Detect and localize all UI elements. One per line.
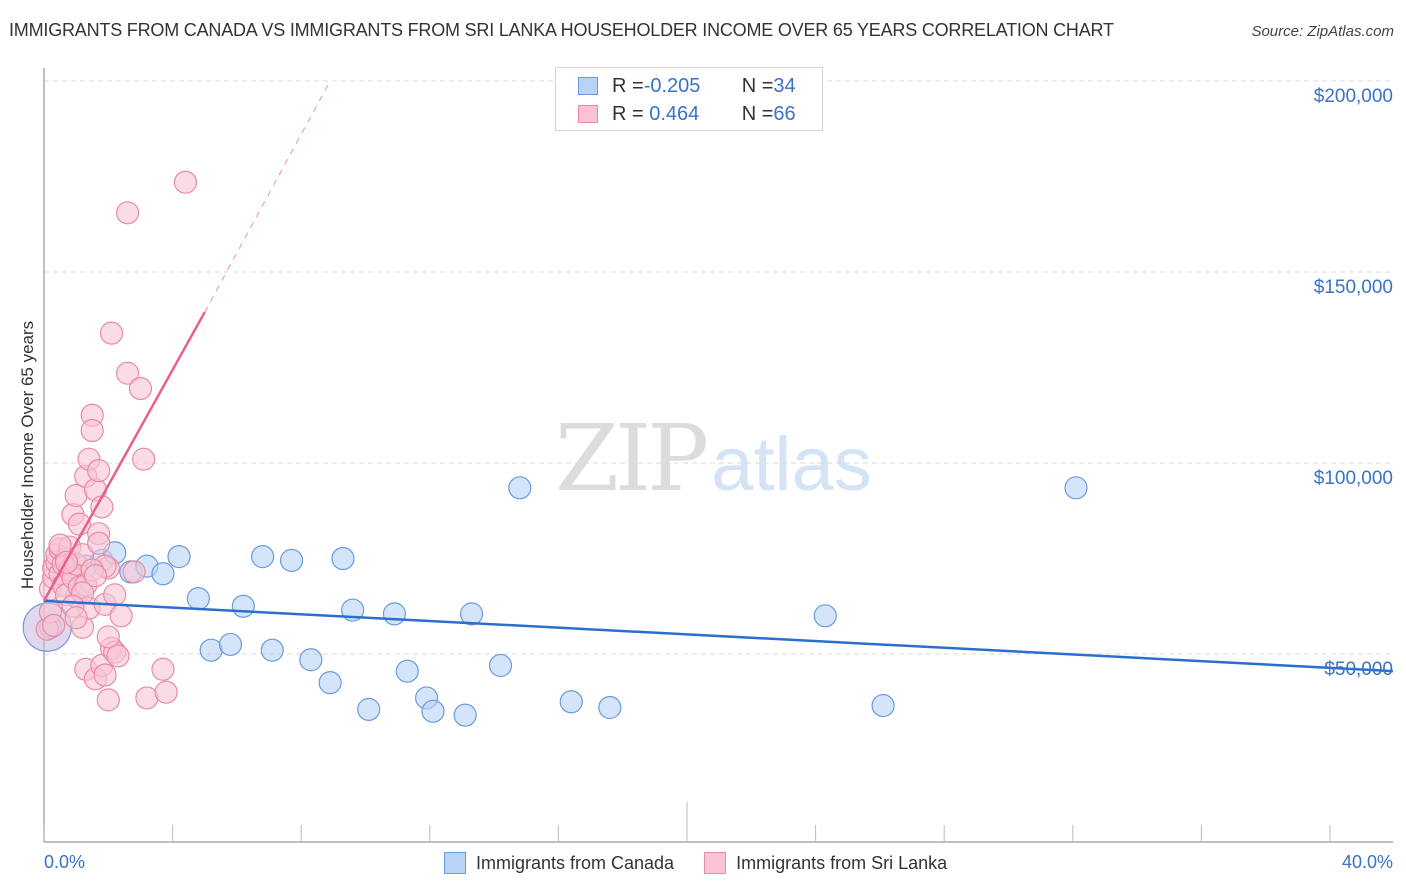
trend-lines — [42, 80, 1394, 673]
data-point — [559, 690, 583, 714]
data-point — [395, 659, 419, 683]
n-value: 66 — [773, 102, 796, 125]
r-value: -0.205 — [643, 74, 701, 97]
data-point — [106, 644, 130, 668]
data-point — [1064, 476, 1088, 500]
data-point — [186, 587, 210, 611]
data-point — [318, 671, 342, 695]
srilanka-swatch-icon — [704, 852, 727, 874]
data-point — [167, 544, 191, 569]
data-point — [151, 657, 175, 681]
legend-item-canada[interactable]: Immigrants from Canada — [444, 852, 674, 874]
r-value: 0.464 — [643, 102, 700, 125]
data-point — [488, 653, 513, 678]
data-point — [96, 625, 120, 649]
data-point — [251, 544, 275, 569]
r-label: R = — [612, 102, 644, 125]
data-point — [83, 564, 108, 588]
data-point — [109, 604, 133, 628]
data-point — [331, 546, 355, 571]
x-tick-min: 0.0% — [44, 852, 86, 872]
data-point — [279, 548, 304, 573]
data-point — [135, 686, 159, 710]
chart-title: IMMIGRANTS FROM CANADA VS IMMIGRANTS FRO… — [9, 20, 1114, 40]
data-point — [231, 594, 255, 618]
y-tick-200000: $200,000 — [1313, 86, 1393, 107]
srilanka-swatch-icon — [578, 105, 598, 123]
n-value: 34 — [773, 74, 796, 97]
source-label: Source: ZipAtlas.com — [1251, 23, 1394, 40]
legend-row-canada: R = -0.205 N = 34 — [578, 74, 796, 98]
data-point — [96, 688, 120, 712]
srilanka-trend-extension — [204, 80, 331, 313]
data-point — [132, 447, 156, 471]
data-point — [128, 376, 153, 401]
data-point — [199, 638, 223, 662]
correlation-legend: R = -0.205 N = 34 R = 0.464 N = 66 — [555, 67, 823, 131]
y-tick-100000: $100,000 — [1313, 468, 1393, 489]
y-axis-label: Householder Income Over 65 years — [18, 320, 37, 590]
data-point — [508, 476, 532, 500]
y-tick-50000: $50,000 — [1324, 659, 1393, 680]
legend-label-srilanka: Immigrants from Sri Lanka — [736, 852, 948, 873]
srilanka-points — [35, 170, 198, 712]
data-point — [453, 703, 477, 727]
data-point — [260, 638, 284, 662]
data-point — [42, 613, 66, 637]
gridlines — [44, 80, 1393, 655]
data-point — [357, 697, 381, 721]
data-point — [93, 663, 117, 687]
data-point — [122, 560, 146, 584]
data-point — [103, 583, 127, 607]
data-point — [173, 170, 198, 194]
legend-label-canada: Immigrants from Canada — [476, 852, 675, 873]
canada-swatch-icon — [578, 77, 598, 95]
data-point — [151, 562, 175, 586]
r-label: R = — [612, 74, 644, 97]
data-point — [421, 699, 445, 723]
data-point — [99, 321, 124, 345]
x-tick-max: 40.0% — [1341, 852, 1393, 872]
canada-trend-line — [43, 599, 1394, 673]
y-tick-150000: $150,000 — [1313, 277, 1393, 298]
n-label: N = — [741, 102, 774, 125]
series-legend: Immigrants from Canada Immigrants from S… — [444, 852, 977, 874]
srilanka-trend-line — [42, 311, 206, 602]
data-point — [382, 602, 407, 626]
data-point — [87, 459, 111, 483]
canada-points — [22, 476, 1088, 727]
data-point — [154, 680, 178, 704]
data-point — [598, 695, 622, 720]
data-point — [299, 648, 323, 672]
data-point — [115, 361, 140, 385]
data-point — [80, 418, 104, 443]
legend-row-srilanka: R = 0.464 N = 66 — [578, 102, 796, 126]
n-label: N = — [741, 74, 774, 97]
data-point — [115, 201, 140, 225]
axes — [43, 68, 1393, 843]
data-point — [64, 606, 88, 630]
data-point — [871, 693, 895, 718]
legend-item-srilanka[interactable]: Immigrants from Sri Lanka — [704, 852, 947, 874]
data-point — [87, 531, 111, 555]
canada-swatch-icon — [444, 852, 466, 874]
data-point — [813, 604, 837, 628]
data-point — [218, 632, 243, 657]
data-point — [459, 602, 484, 626]
